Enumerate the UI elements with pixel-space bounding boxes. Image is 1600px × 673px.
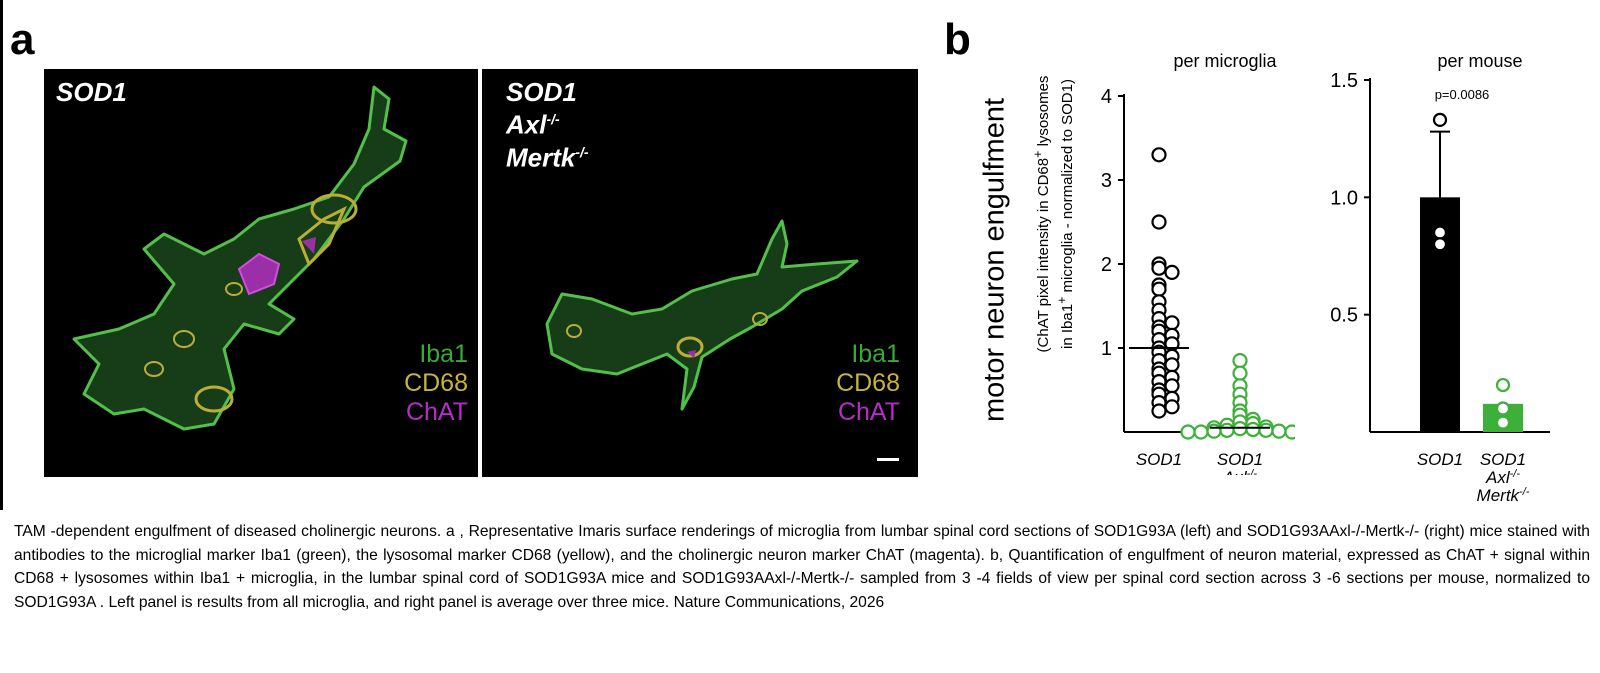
chart1-point — [1245, 421, 1261, 438]
microglia-rendering-sod1 — [72, 85, 408, 431]
chart1-point — [1193, 424, 1209, 440]
chart2-ytick-label: 1.5 — [1330, 70, 1358, 92]
chart1-point — [1164, 315, 1180, 331]
genotype-label-sod1: SOD1 — [56, 77, 127, 107]
ysub2-a: in Iba1 — [1059, 303, 1076, 349]
y-axis-sub-line2: in Iba1+ microglia - normalized to SOD1) — [1053, 76, 1077, 353]
chart1-point — [1284, 424, 1295, 440]
micrograph-sod1-axl-mertk: SOD1 Axl-/- Mertk-/- Iba1 CD68 ChAT — [482, 69, 918, 477]
genotype-ko-axl: Axl — [506, 109, 547, 140]
chart1-point — [1151, 260, 1167, 276]
chart2-point — [1495, 377, 1511, 393]
ysub1-b: lysosomes — [1035, 75, 1052, 151]
panel-a-letter: a — [10, 15, 35, 64]
legend-iba1: Iba1 — [419, 340, 468, 368]
chart1-ytick-label: 2 — [1101, 254, 1112, 276]
chart2-point — [1495, 415, 1511, 430]
chart1-point — [1232, 353, 1248, 369]
chart1-point — [1164, 399, 1180, 415]
legend-chat: ChAT — [837, 398, 900, 426]
chart2-p-value: p=0.0086 — [1435, 87, 1490, 102]
chart1-category-ko-line2: Axl-/- — [1222, 468, 1257, 475]
chart1-point — [1164, 378, 1180, 394]
ysub1-sup: + — [1031, 150, 1045, 158]
chart1-ytick-label: 4 — [1101, 86, 1112, 108]
genotype-ko-axl-sup: -/- — [546, 111, 560, 127]
chart2-point — [1432, 237, 1448, 252]
channel-legend-left: Iba1 CD68 ChAT — [404, 340, 468, 427]
ysub1-a: (ChAT pixel intensity in CD68 — [1035, 157, 1052, 353]
chart1-point — [1164, 357, 1180, 373]
panel-b-letter: b — [944, 15, 971, 64]
micrograph-sod1: SOD1 Iba1 CD68 ChAT — [44, 69, 478, 477]
genotype-ko-line1: SOD1 — [506, 77, 577, 107]
chart2-category-sod1-line1: SOD1 — [1417, 450, 1463, 469]
chart1-category-sod1-line1: SOD1 — [1136, 450, 1182, 469]
chart1-ytick-label: 1 — [1101, 338, 1112, 360]
microglia-rendering-ko — [545, 219, 859, 411]
ysub2-sup: + — [1055, 296, 1069, 304]
chart2-point — [1432, 225, 1448, 240]
chart2-category-ko-line1: SOD1 — [1480, 450, 1526, 469]
genotype-ko-line3: Mertk-/- — [506, 139, 589, 172]
scale-bar — [877, 458, 899, 461]
chart1-ytick-label: 3 — [1101, 170, 1112, 192]
ysub2-b: microglia - normalized to SOD1) — [1059, 79, 1076, 297]
chart2-ytick-label: 1.0 — [1330, 187, 1358, 209]
chart1-point — [1232, 365, 1248, 381]
chart1-category-ko-line1: SOD1 — [1217, 450, 1263, 469]
y-axis-sub-line1: (ChAT pixel intensity in CD68+ lysosomes — [1029, 76, 1053, 353]
chart1-point — [1151, 147, 1167, 163]
chart1-point — [1219, 422, 1235, 438]
chart1-point — [1271, 423, 1287, 439]
chart1-point — [1151, 214, 1167, 230]
chart2-point — [1432, 112, 1448, 127]
chart1-point — [1206, 423, 1222, 439]
channel-legend-right: Iba1 CD68 ChAT — [836, 340, 900, 427]
y-axis-label-main: motor neuron engulfment — [978, 97, 1011, 423]
genotype-ko-line2: Axl-/- — [506, 106, 589, 139]
legend-iba1: Iba1 — [851, 340, 900, 368]
chart1-title: per microglia — [1173, 51, 1277, 71]
legend-cd68: CD68 — [836, 369, 900, 397]
chart1-point — [1164, 264, 1180, 280]
chart2-ytick-label: 0.5 — [1330, 305, 1358, 327]
chart1-point — [1258, 422, 1274, 438]
chart1-point — [1180, 424, 1196, 440]
legend-cd68: CD68 — [404, 369, 468, 397]
genotype-ko-mertk: Mertk — [506, 142, 576, 173]
chart2-title: per mouse — [1437, 51, 1522, 71]
chart1-point — [1151, 281, 1167, 297]
chart2-category-ko-line2: Axl-/- — [1485, 468, 1520, 487]
y-axis-label-sub: (ChAT pixel intensity in CD68+ lysosomes… — [1029, 76, 1077, 353]
figure-caption: TAM -dependent engulfment of diseased ch… — [14, 523, 1590, 611]
figure-left-border — [0, 0, 3, 510]
legend-chat: ChAT — [405, 398, 468, 426]
genotype-ko-mertk-sup: -/- — [575, 143, 589, 160]
chart1-point — [1151, 403, 1167, 419]
genotype-label-ko: SOD1 Axl-/- Mertk-/- — [506, 79, 589, 171]
chart2-category-ko-line3: Mertk-/- — [1477, 486, 1530, 505]
chart2-point — [1495, 401, 1511, 416]
chart-per-microglia: per microglia1234SOD1SOD1Axl-/-Mertk-/- — [1101, 51, 1295, 475]
